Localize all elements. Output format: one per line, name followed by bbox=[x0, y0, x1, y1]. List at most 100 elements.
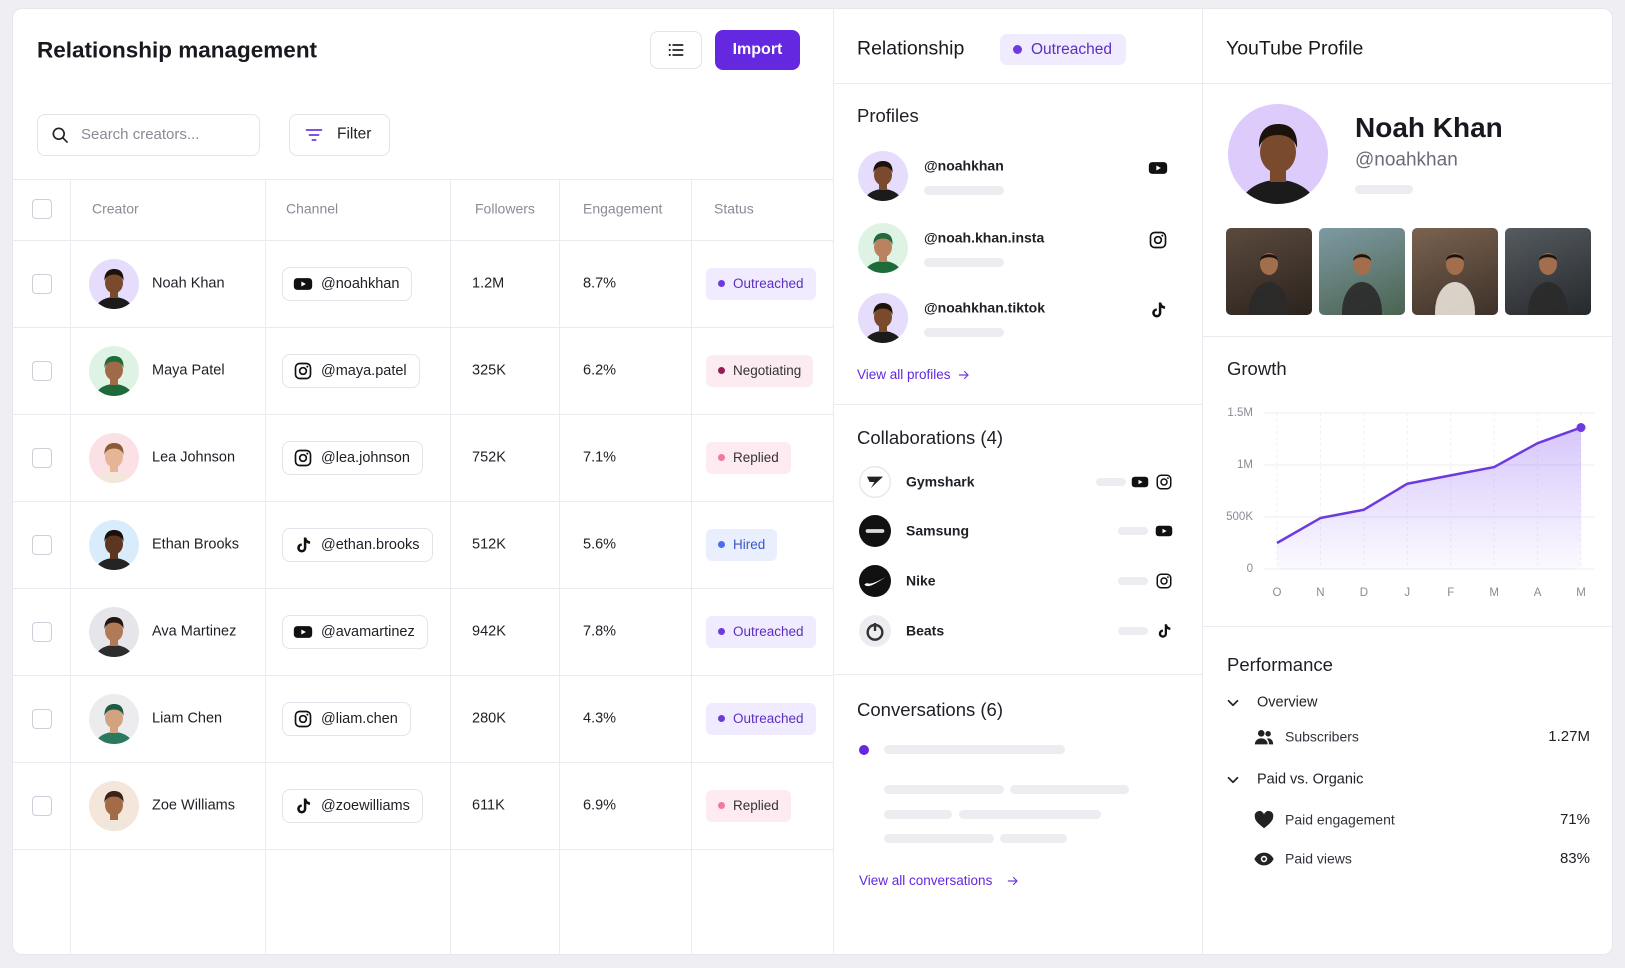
engagement: 6.2% bbox=[583, 361, 617, 378]
path-shape bbox=[1007, 876, 1018, 886]
path-shape bbox=[104, 616, 124, 629]
collab-platform-icon-svg bbox=[1131, 476, 1149, 488]
path-shape bbox=[1138, 479, 1143, 485]
path-shape bbox=[1539, 254, 1557, 261]
view-toggle-button[interactable] bbox=[650, 31, 702, 69]
metric-value: 1.27M bbox=[1548, 728, 1590, 745]
x-tick-label: N bbox=[1316, 587, 1324, 599]
search-input[interactable] bbox=[37, 114, 260, 156]
followers: 325K bbox=[472, 361, 506, 378]
profile-handle: @noahkhan.tiktok bbox=[924, 299, 1045, 316]
channel-pill[interactable]: @liam.chen bbox=[282, 701, 411, 736]
checkbox[interactable] bbox=[32, 534, 52, 555]
filter-button[interactable] bbox=[289, 114, 390, 156]
status-pill: Outreached bbox=[706, 267, 816, 300]
status-label: Outreached bbox=[733, 624, 804, 639]
checkbox[interactable] bbox=[32, 708, 52, 729]
followers: 1.2M bbox=[472, 274, 505, 291]
brand-logo bbox=[859, 615, 891, 647]
platform-icon bbox=[293, 709, 313, 729]
section-title: Profiles bbox=[857, 104, 919, 126]
profile-platform-icon bbox=[1148, 300, 1168, 320]
import-button[interactable]: Import bbox=[715, 30, 800, 70]
channel-pill[interactable]: @zoewilliams bbox=[282, 788, 423, 823]
channel-pill[interactable]: @lea.johnson bbox=[282, 440, 423, 475]
path-shape bbox=[1162, 528, 1167, 534]
platform-icon bbox=[293, 448, 313, 468]
content-thumbnail bbox=[1319, 228, 1405, 315]
growth-chart: 0 500K 1M 1.5M O N D J F M A M bbox=[1226, 407, 1594, 599]
profile-platform-icon bbox=[1148, 158, 1168, 178]
platform-icon bbox=[293, 274, 313, 294]
ellipse-shape bbox=[95, 383, 133, 396]
rect-shape bbox=[1156, 474, 1172, 490]
platform-icon bbox=[293, 361, 313, 381]
followers: 512K bbox=[472, 535, 506, 552]
content-thumbnail bbox=[1226, 228, 1312, 315]
ellipse-shape bbox=[1353, 253, 1371, 275]
ellipse-shape bbox=[95, 644, 133, 657]
checkbox[interactable] bbox=[32, 273, 52, 294]
metric-label: Paid engagement bbox=[1285, 811, 1395, 828]
checkbox[interactable] bbox=[32, 621, 52, 642]
creator-name: Liam Chen bbox=[152, 709, 223, 726]
path-shape bbox=[873, 233, 893, 245]
checkbox[interactable] bbox=[32, 199, 52, 219]
creator-avatar-art bbox=[89, 345, 139, 396]
brand-name: Beats bbox=[906, 622, 945, 639]
profile-avatar bbox=[858, 151, 908, 201]
path-shape bbox=[1258, 124, 1298, 148]
page-title: Relationship management bbox=[37, 37, 318, 63]
channel-pill[interactable]: @avamartinez bbox=[282, 614, 428, 649]
skeleton-bar bbox=[884, 834, 994, 843]
channel-handle: @ethan.brooks bbox=[321, 536, 420, 553]
circle-shape bbox=[668, 43, 671, 47]
ellipse-shape bbox=[1249, 282, 1289, 315]
view-all-conversations-link[interactable]: View all conversations bbox=[859, 872, 993, 888]
x-tick-label: J bbox=[1404, 587, 1410, 599]
status-dot bbox=[718, 628, 725, 635]
skeleton-bar bbox=[884, 745, 1065, 754]
circle-shape bbox=[859, 565, 891, 597]
creator-name: Ava Martinez bbox=[152, 622, 237, 639]
ellipse-shape bbox=[864, 331, 902, 343]
rect-shape bbox=[294, 449, 312, 466]
status-dot bbox=[1013, 45, 1022, 54]
status-dot bbox=[718, 802, 725, 809]
collab-platform-icon bbox=[1131, 473, 1149, 491]
profile-platform-icon-svg bbox=[1148, 162, 1168, 174]
ellipse-shape bbox=[105, 359, 123, 380]
checkbox[interactable] bbox=[32, 360, 52, 381]
filter-icon-svg bbox=[305, 129, 323, 141]
profile-avatar-art bbox=[858, 223, 908, 273]
content-thumbnail bbox=[1505, 228, 1591, 315]
creator-avatar-art bbox=[89, 606, 139, 657]
chevron-icon[interactable] bbox=[1224, 694, 1242, 712]
platform-icon bbox=[293, 535, 313, 555]
circle-shape bbox=[668, 48, 671, 52]
collab-platform-icon bbox=[1155, 522, 1173, 540]
circle-shape bbox=[298, 366, 308, 375]
checkbox[interactable] bbox=[32, 447, 52, 468]
divider bbox=[833, 404, 1202, 405]
channel-pill[interactable]: @ethan.brooks bbox=[282, 527, 433, 562]
path-shape bbox=[104, 529, 124, 542]
skeleton-bar bbox=[924, 186, 1004, 195]
path-shape bbox=[62, 137, 68, 143]
platform-icon bbox=[293, 622, 313, 642]
followers: 611K bbox=[472, 796, 505, 813]
checkbox[interactable] bbox=[32, 795, 52, 816]
status-pill: Outreached bbox=[706, 702, 816, 735]
circle-shape bbox=[1160, 577, 1168, 585]
metric-value: 71% bbox=[1559, 811, 1590, 828]
channel-pill[interactable]: @noahkhan bbox=[282, 266, 413, 301]
chevron-icon[interactable] bbox=[1224, 771, 1242, 789]
ellipse-shape bbox=[105, 794, 123, 815]
y-tick-label: 1M bbox=[1237, 459, 1253, 471]
channel-pill[interactable]: @maya.patel bbox=[282, 353, 420, 388]
divider bbox=[12, 588, 833, 589]
channel-handle: @avamartinez bbox=[321, 623, 415, 640]
status-label: Outreached bbox=[733, 276, 804, 291]
growth-area bbox=[1277, 427, 1581, 569]
view-all-profiles-link[interactable]: View all profiles bbox=[857, 366, 951, 382]
